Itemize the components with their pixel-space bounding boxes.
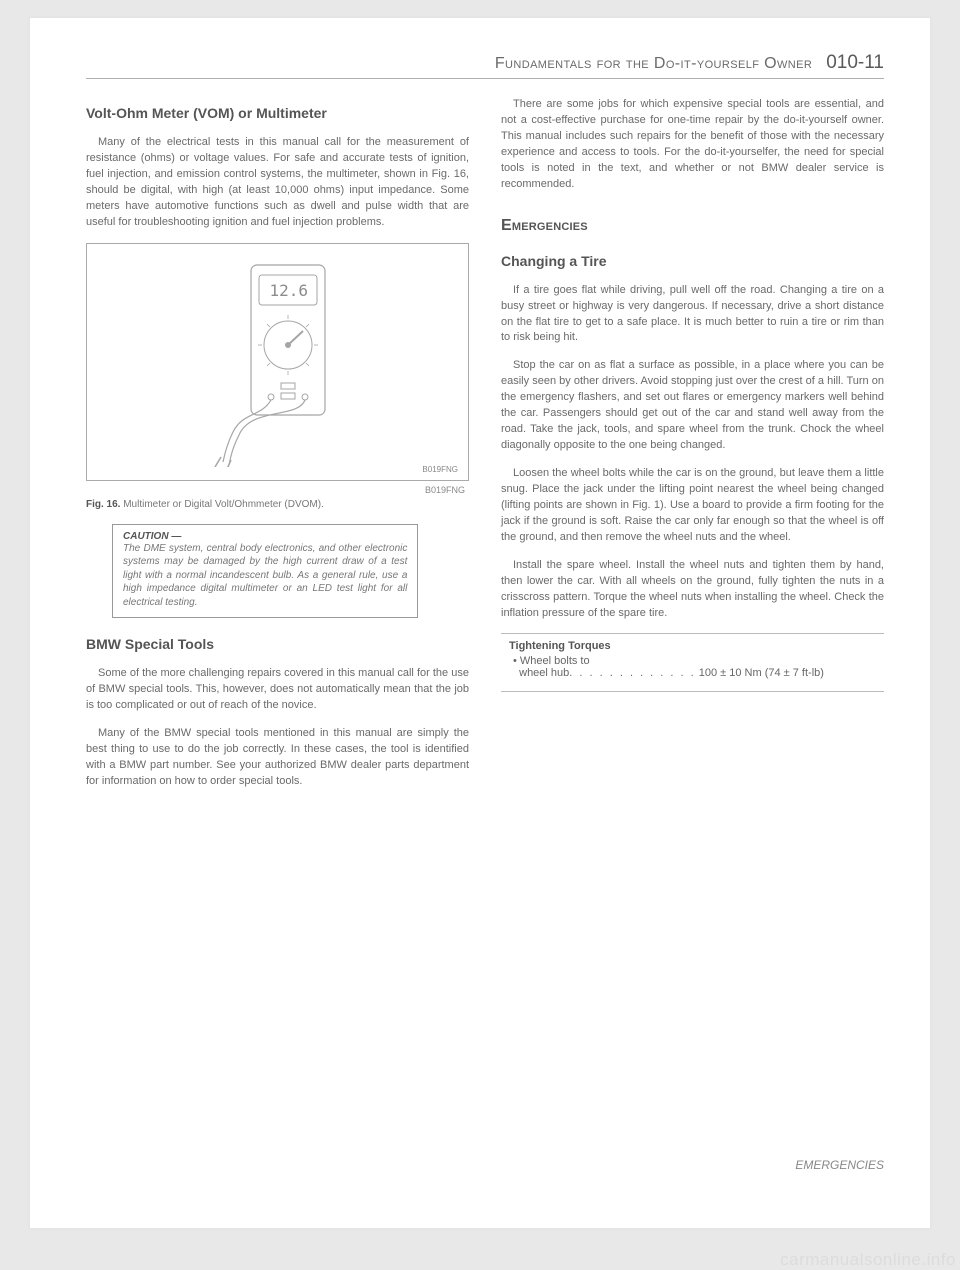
paragraph-vom: Many of the electrical tests in this man… bbox=[86, 135, 469, 231]
torque-title: Tightening Torques bbox=[509, 640, 884, 652]
torque-label: • Wheel bolts to bbox=[513, 655, 884, 667]
figure-caption-bold: Fig. 16. bbox=[86, 499, 120, 510]
left-column: Volt-Ohm Meter (VOM) or Multimeter Many … bbox=[86, 97, 469, 802]
heading-vom: Volt-Ohm Meter (VOM) or Multimeter bbox=[86, 105, 469, 121]
figure-16-caption: Fig. 16. Multimeter or Digital Volt/Ohmm… bbox=[86, 499, 469, 510]
running-head-page: 010-11 bbox=[826, 52, 884, 74]
figure-16-box: 12.6 bbox=[86, 243, 469, 481]
heading-emergencies: Emergencies bbox=[501, 217, 884, 235]
paragraph-tools-1: Some of the more challenging repairs cov… bbox=[86, 666, 469, 714]
paragraph-tire-4: Install the spare wheel. Install the whe… bbox=[501, 558, 884, 622]
paragraph-tools-2: Many of the BMW special tools mentioned … bbox=[86, 726, 469, 790]
torque-block: Tightening Torques • Wheel bolts to whee… bbox=[509, 640, 884, 679]
torque-value-line: wheel hub. . . . . . . . . . . . . 100 ±… bbox=[513, 667, 884, 679]
multimeter-icon: 12.6 bbox=[203, 257, 353, 467]
right-column: There are some jobs for which expensive … bbox=[501, 97, 884, 802]
caution-title: CAUTION — bbox=[123, 531, 407, 542]
paragraph-tire-2: Stop the car on as flat a surface as pos… bbox=[501, 358, 884, 454]
watermark: carmanualsonline.info bbox=[780, 1250, 956, 1270]
torque-divider-top bbox=[501, 633, 884, 634]
running-head: Fundamentals for the Do-it-yourself Owne… bbox=[86, 52, 884, 79]
figure-caption-text: Multimeter or Digital Volt/Ohmmeter (DVO… bbox=[120, 499, 323, 510]
paragraph-tire-3: Loosen the wheel bolts while the car is … bbox=[501, 466, 884, 546]
page: Fundamentals for the Do-it-yourself Owne… bbox=[30, 18, 930, 1228]
running-head-title: Fundamentals for the Do-it-yourself Owne… bbox=[495, 55, 812, 73]
meter-display: 12.6 bbox=[269, 281, 308, 300]
footer-section-tag: EMERGENCIES bbox=[795, 1158, 884, 1172]
figure-code-outside: B019FNG bbox=[86, 485, 465, 495]
figure-code-inside: B019FNG bbox=[422, 465, 458, 474]
heading-changing-tire: Changing a Tire bbox=[501, 253, 884, 269]
paragraph-tire-1: If a tire goes flat while driving, pull … bbox=[501, 283, 884, 347]
caution-box: CAUTION — The DME system, central body e… bbox=[112, 524, 418, 619]
heading-special-tools: BMW Special Tools bbox=[86, 636, 469, 652]
content-columns: Volt-Ohm Meter (VOM) or Multimeter Many … bbox=[86, 97, 884, 802]
torque-divider-bottom bbox=[501, 691, 884, 692]
caution-text: The DME system, central body electronics… bbox=[123, 542, 407, 610]
paragraph-intro: There are some jobs for which expensive … bbox=[501, 97, 884, 193]
